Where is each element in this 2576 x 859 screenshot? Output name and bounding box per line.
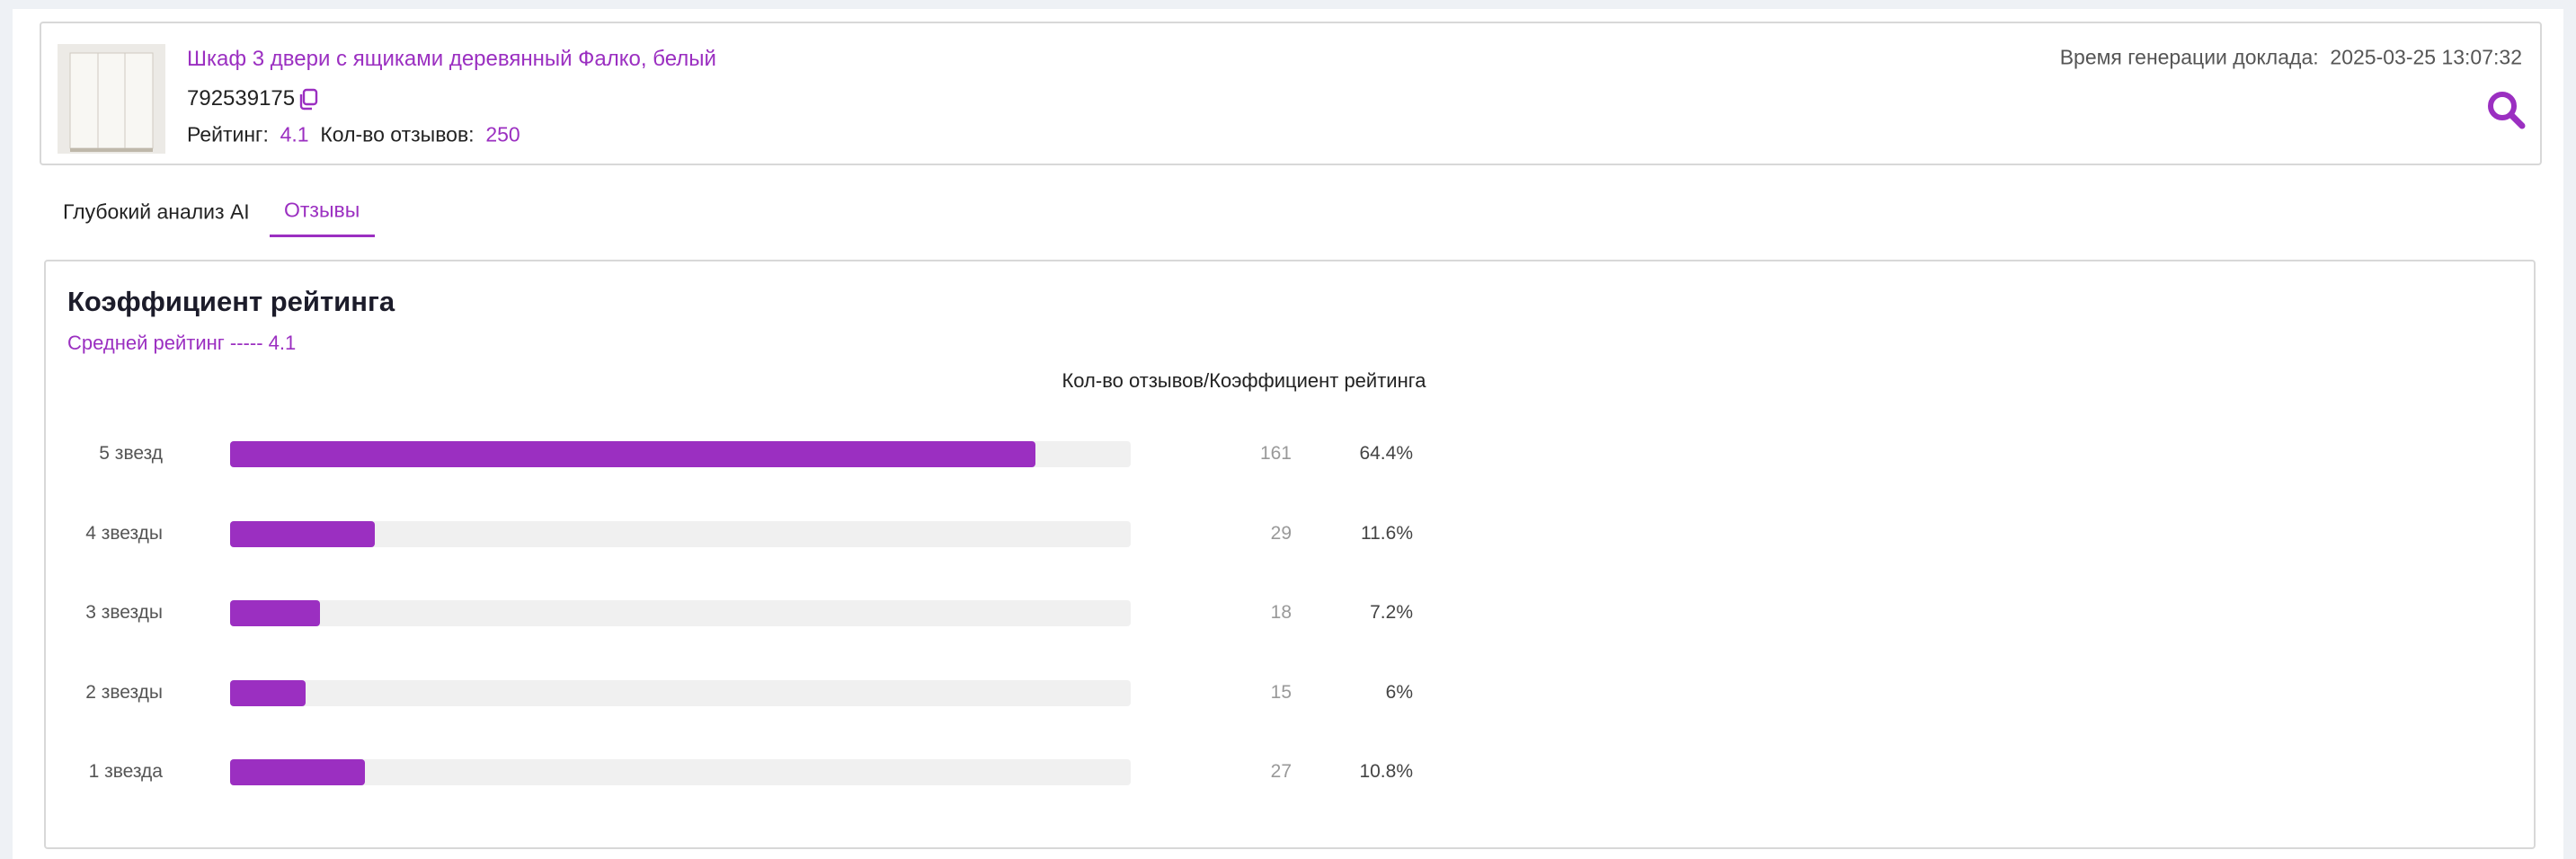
bar <box>230 679 306 706</box>
product-title[interactable]: Шкаф 3 двери с ящиками деревянный Фалко,… <box>187 47 716 71</box>
row-label: 1 звезда <box>88 761 163 783</box>
tab[interactable]: Глубокий анализ AI <box>63 199 250 224</box>
report-label: Время генерации доклада: <box>2059 45 2319 69</box>
percent: 6% <box>1385 681 1413 703</box>
product-image <box>58 44 165 154</box>
product-card <box>40 22 2542 165</box>
percent: 7.2% <box>1370 602 1413 624</box>
average-rating: Средней рейтинг ----- 4.1 <box>67 332 296 355</box>
bar-track <box>230 600 1131 627</box>
average-label: Средней рейтинг ----- <box>67 332 263 354</box>
rating-row: Рейтинг: 4.1 Кол-во отзывов: 250 <box>187 123 520 147</box>
count: 161 <box>1259 443 1292 464</box>
bar <box>230 600 321 627</box>
report-time-value: 2025-03-25 13:07:32 <box>2330 45 2522 69</box>
row-label: 3 звезды <box>85 602 163 624</box>
rating-label: Рейтинг: <box>187 122 269 146</box>
count: 27 <box>1270 761 1292 783</box>
bar-track <box>230 679 1131 706</box>
row-label: 2 звезды <box>85 681 163 703</box>
percent: 64.4% <box>1359 443 1413 464</box>
copy-icon[interactable] <box>297 87 320 111</box>
ratings-card <box>44 260 2536 849</box>
ratings-header: Кол-во отзывов/Коэффициент рейтинга <box>1061 369 1426 392</box>
percent: 10.8% <box>1359 761 1413 783</box>
count: 15 <box>1270 681 1292 703</box>
product-id: 792539175 <box>187 86 296 111</box>
tab-active[interactable]: Отзывы <box>284 198 360 222</box>
count: 29 <box>1270 522 1292 544</box>
bar <box>230 759 366 786</box>
reviews-value: 250 <box>485 122 520 146</box>
average-value: 4.1 <box>268 332 297 354</box>
search-icon[interactable] <box>2484 88 2527 131</box>
row-label: 4 звезды <box>85 522 163 544</box>
bar <box>230 441 1036 467</box>
ratings-title: Коэффициент рейтинга <box>67 286 395 317</box>
bar <box>230 520 376 547</box>
reviews-label: Кол-во отзывов: <box>320 122 475 146</box>
tab-underline <box>270 235 375 237</box>
report-time: Время генерации доклада: 2025-03-25 13:0… <box>2060 46 2522 70</box>
bar-track <box>230 759 1131 786</box>
rating-value: 4.1 <box>280 122 309 146</box>
count: 18 <box>1270 602 1292 624</box>
percent: 11.6% <box>1361 522 1413 544</box>
bar-track <box>230 520 1131 547</box>
row-label: 5 звезд <box>99 443 163 464</box>
